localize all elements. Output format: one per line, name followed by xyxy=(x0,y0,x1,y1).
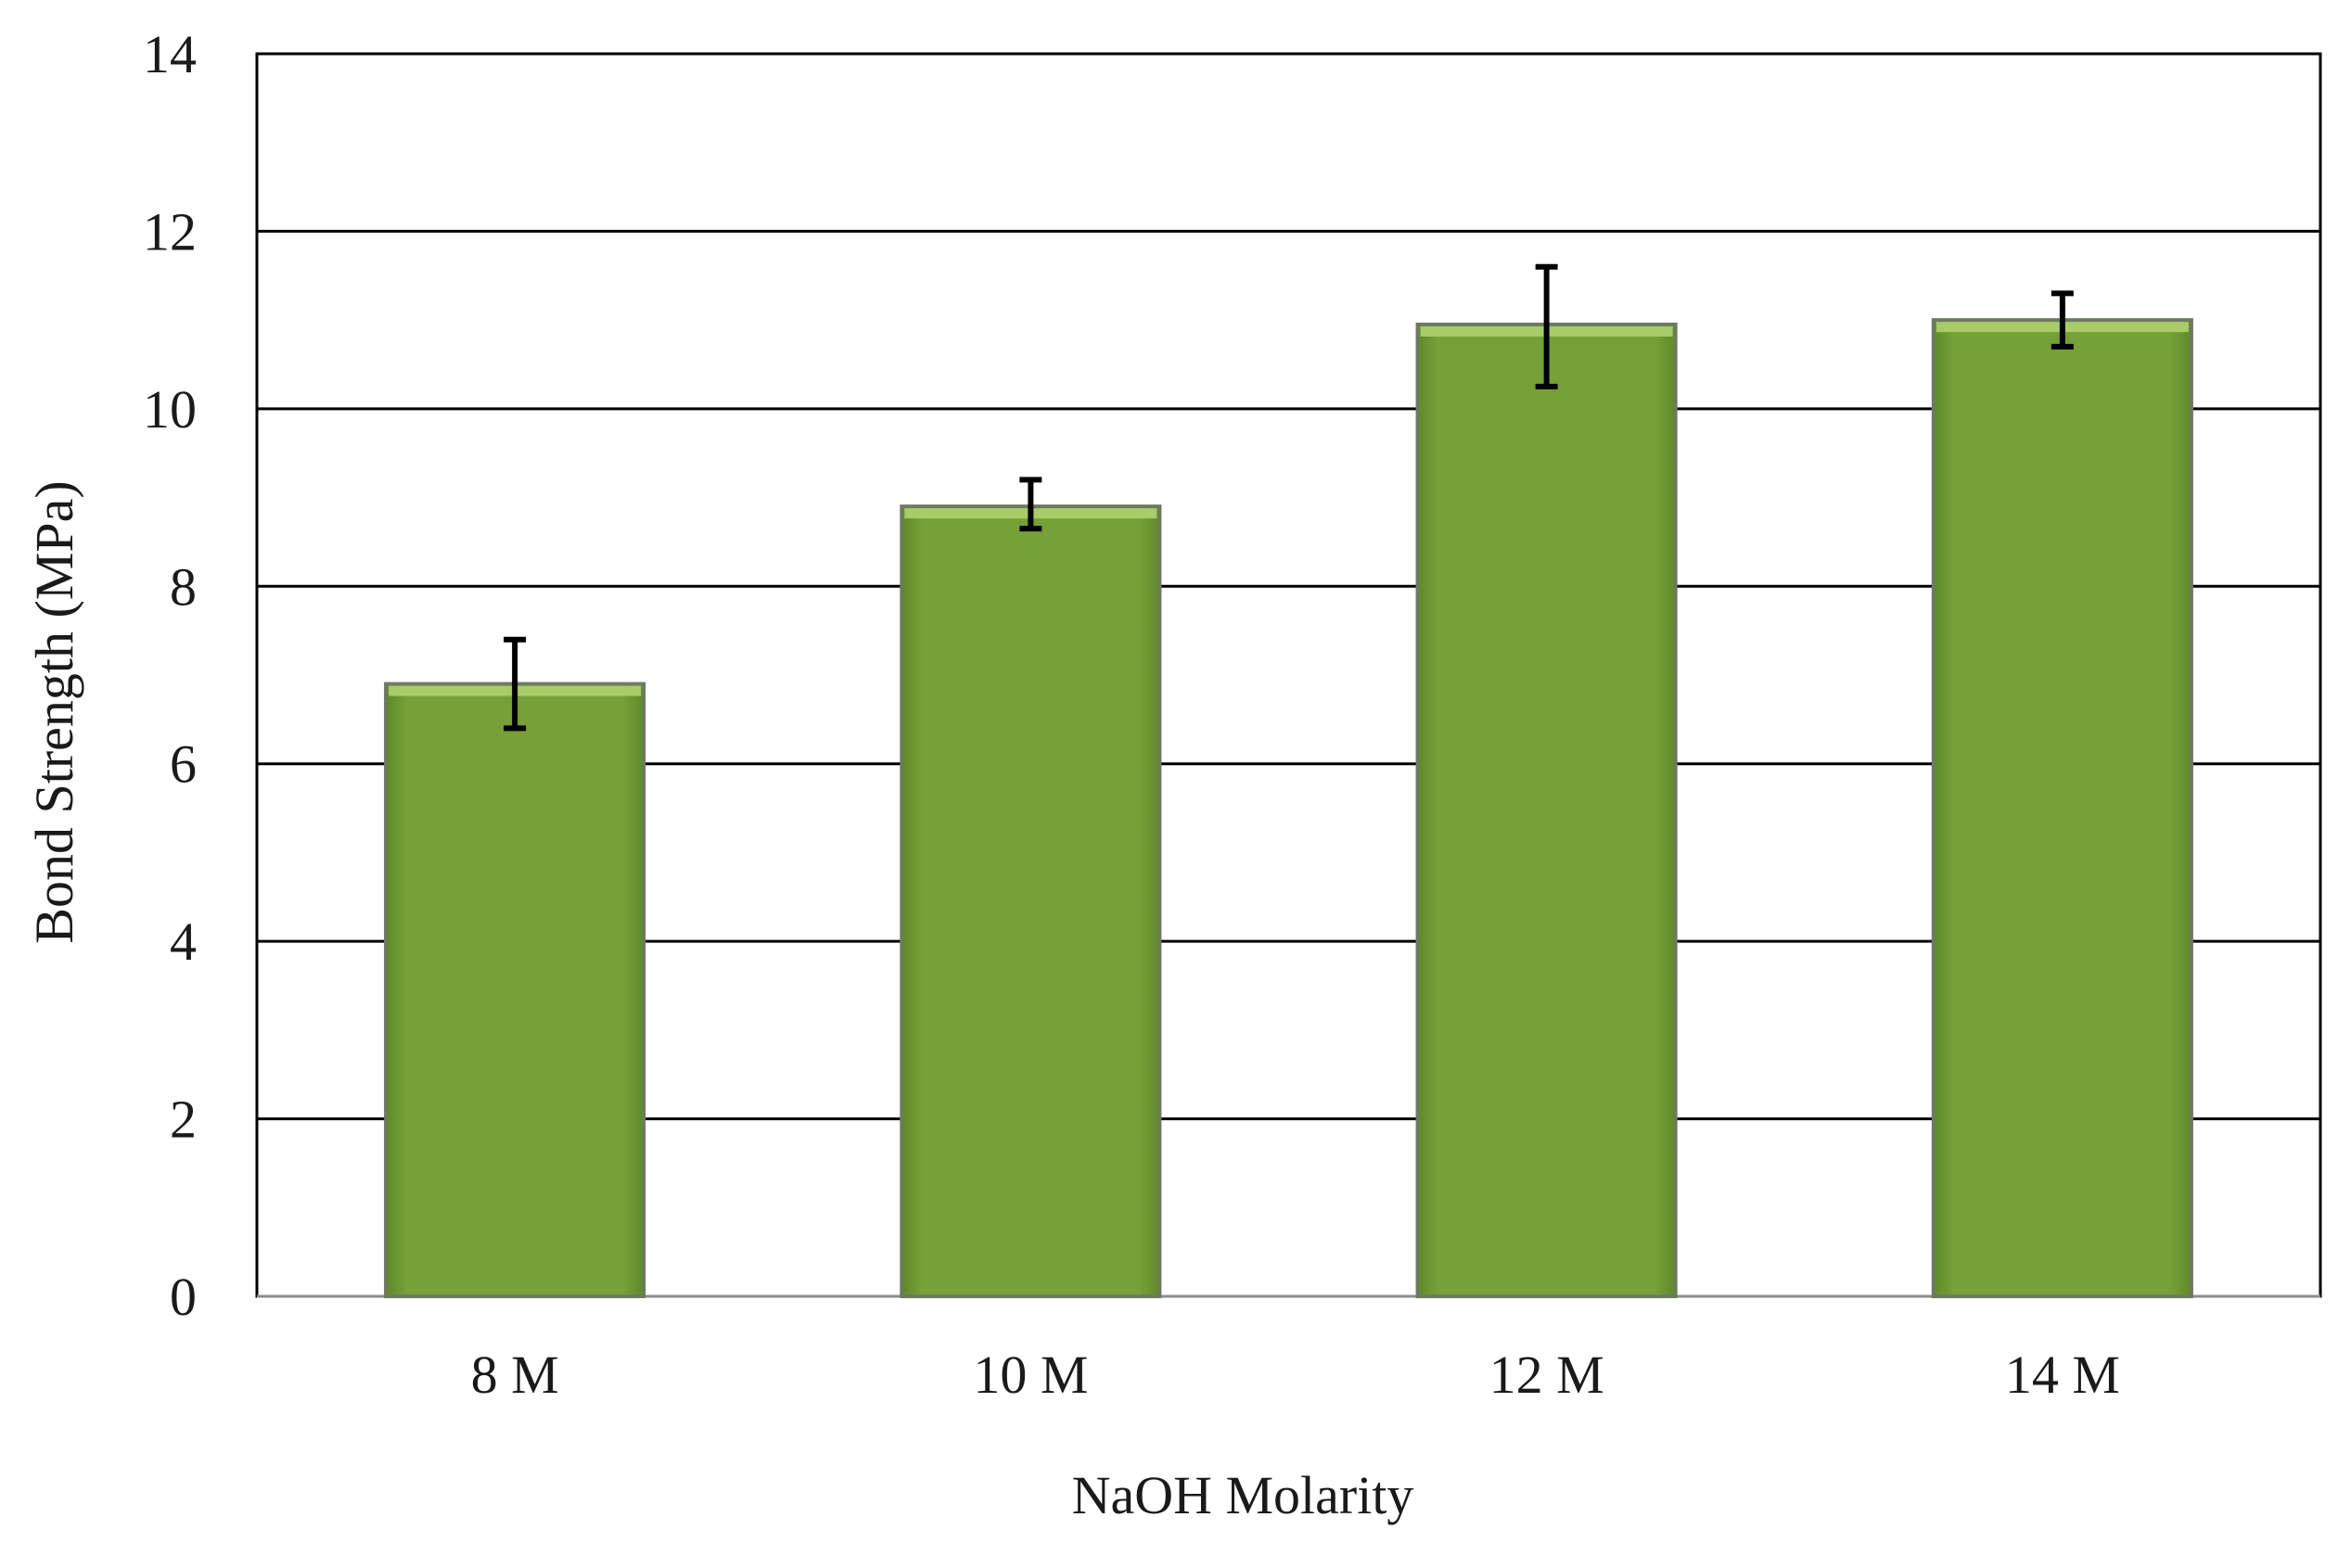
y-tick-label: 10 xyxy=(143,379,197,440)
x-axis-ticks: 8 M 10 M 12 M 14 M xyxy=(471,1345,2120,1405)
y-axis-title: Bond Strength (MPa) xyxy=(24,480,84,943)
bar-group xyxy=(384,682,646,1298)
x-tick-label: 14 M xyxy=(2005,1345,2120,1405)
y-axis-ticks: 0 2 4 6 8 10 12 14 xyxy=(143,24,197,1327)
bar xyxy=(384,682,646,1298)
y-tick-label: 0 xyxy=(170,1267,197,1327)
error-bar xyxy=(1535,263,1558,389)
error-bar xyxy=(2051,290,2074,350)
y-tick-label: 2 xyxy=(170,1090,197,1150)
y-tick-label: 6 xyxy=(170,734,197,795)
bar xyxy=(1931,318,2193,1299)
error-bar xyxy=(504,636,527,732)
bar-group xyxy=(1931,318,2193,1299)
y-tick-label: 4 xyxy=(170,911,197,972)
bars xyxy=(384,318,2193,1299)
error-bars xyxy=(504,263,2074,732)
error-bar xyxy=(1019,477,1042,532)
bar xyxy=(900,504,1162,1298)
y-tick-label: 14 xyxy=(143,24,197,84)
x-axis-title: NaOH Molarity xyxy=(1072,1465,1414,1525)
bar-group xyxy=(1415,322,1678,1298)
x-tick-label: 10 M xyxy=(973,1345,1088,1405)
y-tick-label: 8 xyxy=(170,556,197,617)
y-tick-label: 12 xyxy=(143,201,197,261)
x-tick-label: 12 M xyxy=(1489,1345,1604,1405)
bar xyxy=(1415,322,1678,1298)
bar-group xyxy=(900,504,1162,1298)
x-tick-label: 8 M xyxy=(471,1345,559,1405)
